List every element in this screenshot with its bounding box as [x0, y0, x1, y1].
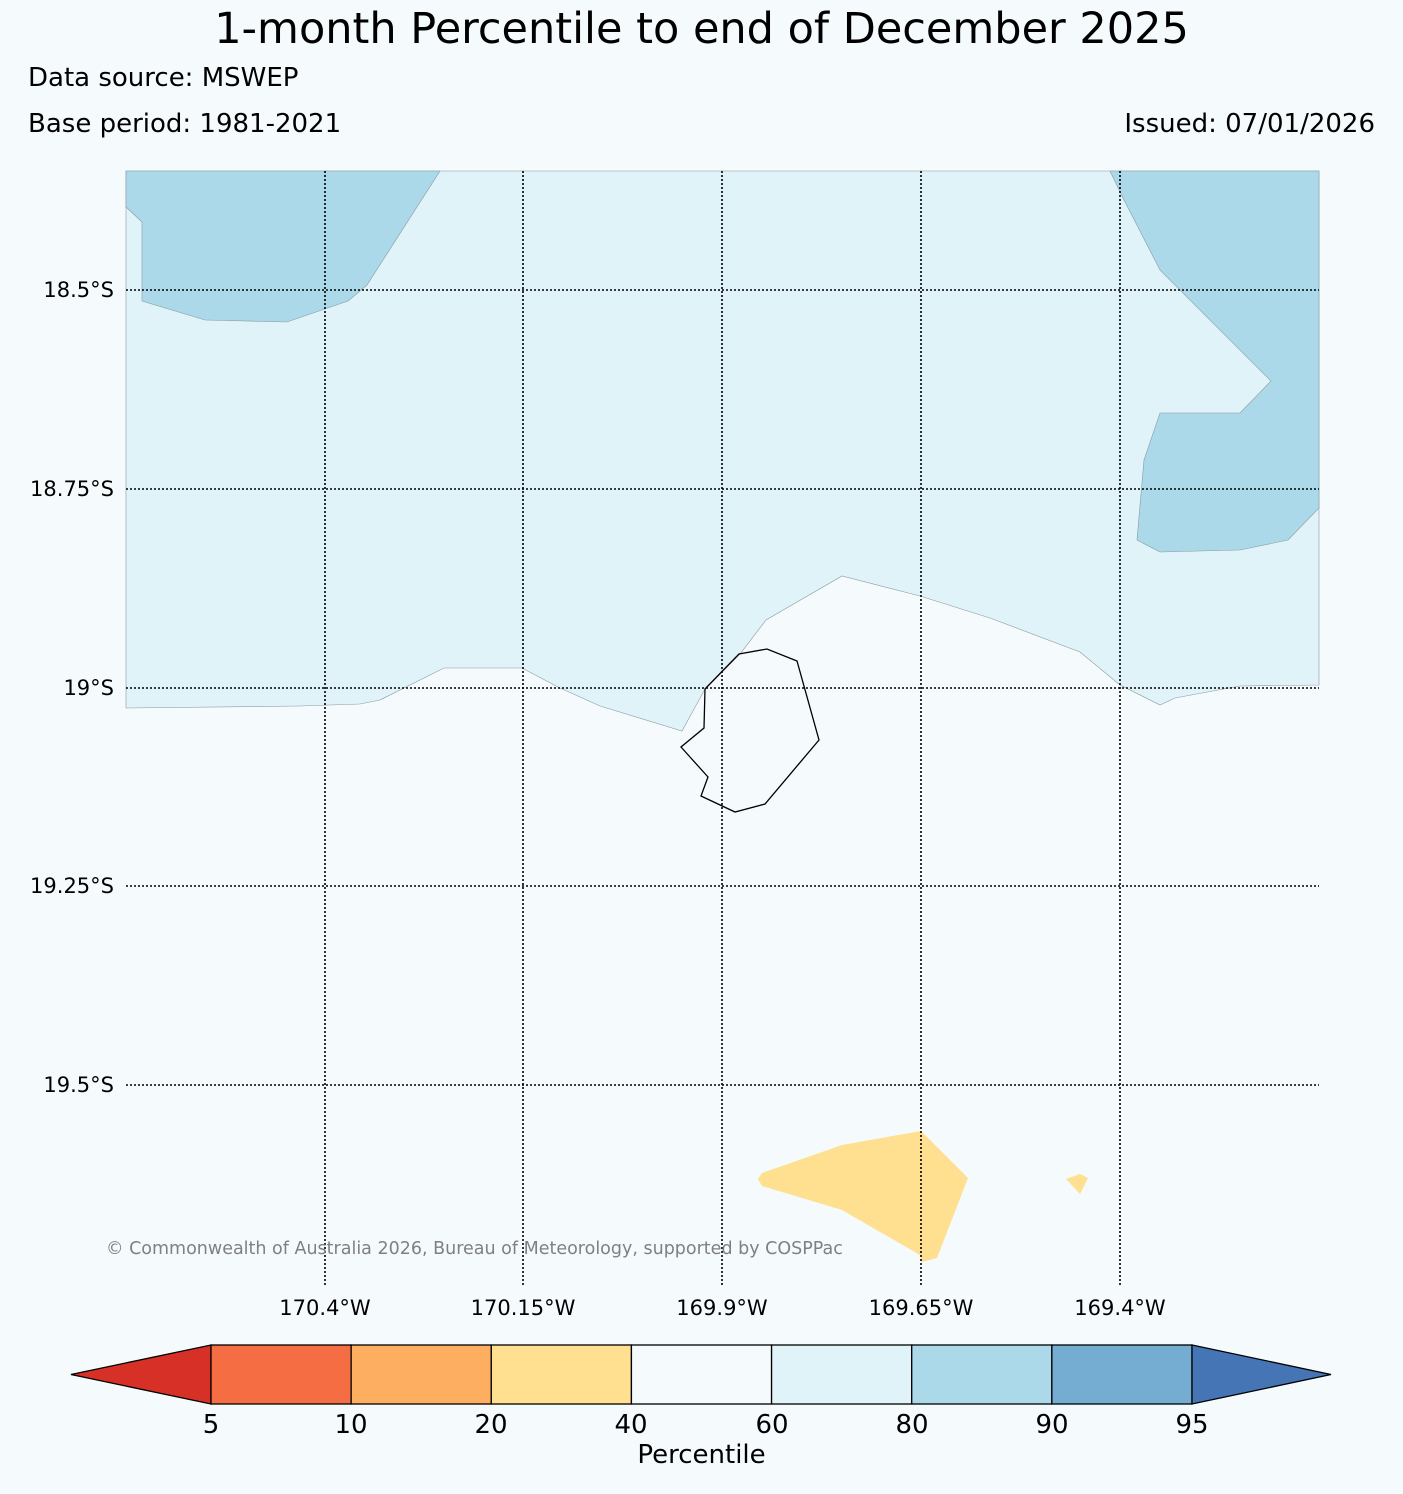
colorbar-label: Percentile	[637, 1440, 766, 1470]
island-coastline	[680, 648, 820, 813]
colorbar	[70, 1344, 1332, 1405]
lat-label: 18.5°S	[43, 278, 114, 302]
colorbar-extend-high	[1191, 1344, 1332, 1405]
colorbar-segment	[1051, 1344, 1193, 1405]
colorbar-tick-label: 20	[474, 1410, 508, 1440]
lat-label: 19.5°S	[43, 1073, 114, 1097]
region-80-90-northwest	[125, 170, 441, 323]
region-20-40-islet	[1066, 1174, 1088, 1194]
colorbar-tick-label: 80	[895, 1410, 929, 1440]
lon-label: 169.4°W	[1074, 1296, 1166, 1320]
base-period-label: Base period: 1981-2021	[28, 109, 342, 139]
colorbar-tick-label: 5	[202, 1410, 220, 1440]
colorbar-segment	[770, 1344, 913, 1405]
data-source-label: Data source: MSWEP	[28, 63, 299, 93]
lat-label: 19°S	[63, 676, 114, 700]
colorbar-tick-label: 95	[1175, 1410, 1209, 1440]
colorbar-segment	[630, 1344, 773, 1405]
lat-label: 19.25°S	[30, 874, 114, 898]
copyright-notice: © Commonwealth of Australia 2026, Bureau…	[106, 1239, 843, 1259]
lat-label: 18.75°S	[30, 477, 114, 501]
issued-date-label: Issued: 07/01/2026	[1124, 109, 1375, 139]
lon-label: 170.15°W	[470, 1296, 576, 1320]
map-title: 1-month Percentile to end of December 20…	[214, 4, 1189, 54]
colorbar-tick-label: 60	[755, 1410, 789, 1440]
colorbar-segment	[350, 1344, 492, 1405]
lon-label: 169.9°W	[676, 1296, 768, 1320]
colorbar-extend-low	[70, 1344, 212, 1405]
colorbar-segment	[490, 1344, 633, 1405]
region-20-40-south	[758, 1131, 968, 1262]
lon-label: 169.65°W	[868, 1296, 974, 1320]
colorbar-tick-label: 90	[1035, 1410, 1069, 1440]
colorbar-tick-label: 40	[614, 1410, 648, 1440]
colorbar-segment	[210, 1344, 352, 1405]
colorbar-tick-label: 10	[334, 1410, 368, 1440]
graticule	[126, 171, 1319, 1285]
lon-label: 170.4°W	[279, 1296, 371, 1320]
colorbar-segment	[911, 1344, 1053, 1405]
region-80-90-northeast	[1109, 170, 1320, 553]
